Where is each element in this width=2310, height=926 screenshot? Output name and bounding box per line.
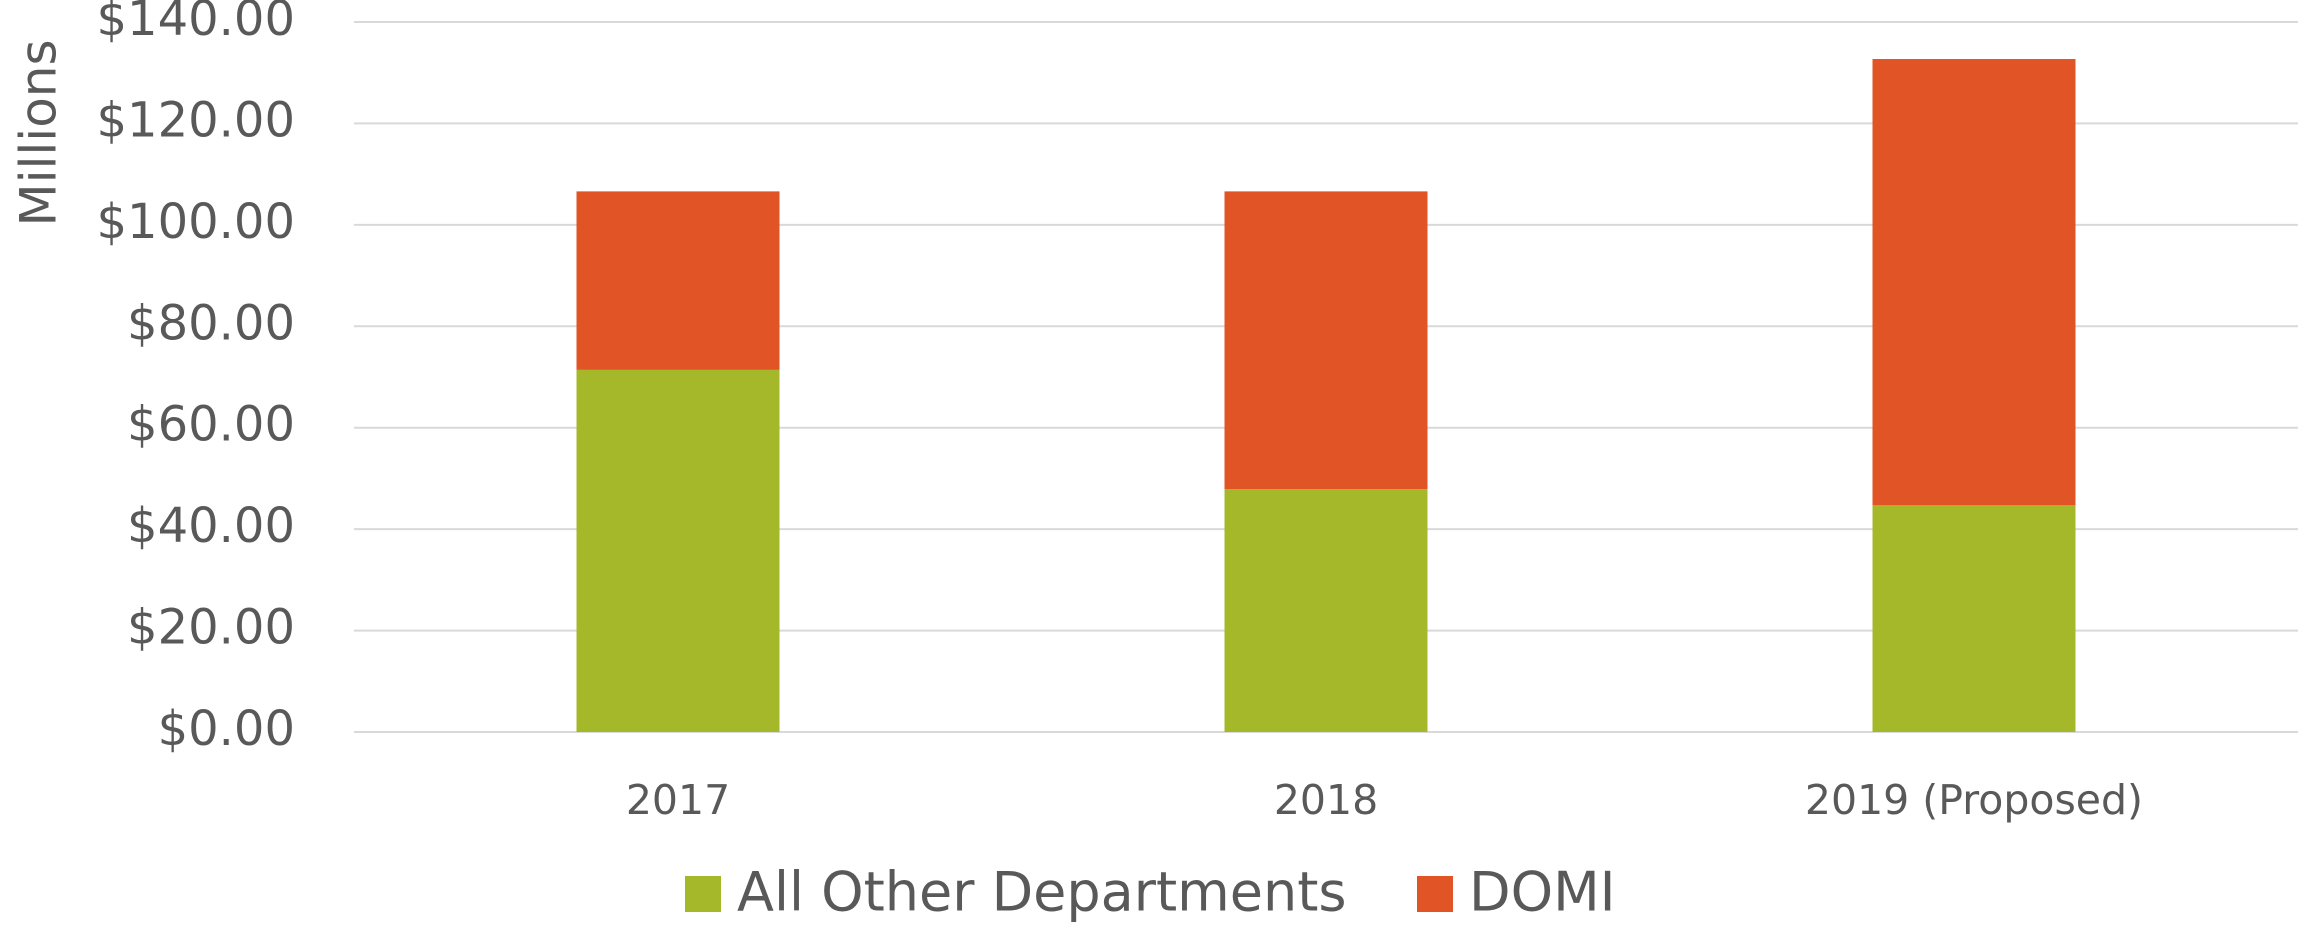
bar-segment	[576, 369, 780, 732]
legend-label: DOMI	[1469, 861, 1616, 924]
y-tick-label: $140.00	[97, 0, 296, 47]
y-tick-label: $60.00	[127, 397, 295, 453]
y-tick-label: $40.00	[127, 498, 295, 554]
legend-swatch	[1417, 876, 1453, 912]
x-tick-label: 2017	[626, 776, 730, 824]
bar-segment	[576, 191, 780, 370]
y-tick-label: $80.00	[127, 295, 295, 351]
legend-swatch	[685, 876, 721, 912]
x-tick-label: 2018	[1274, 776, 1378, 824]
y-tick-label: $20.00	[127, 600, 295, 656]
y-tick-label: $0.00	[158, 701, 295, 757]
bar-segment	[1224, 191, 1428, 490]
x-tick-label: 2019 (Proposed)	[1805, 776, 2143, 824]
legend-label: All Other Departments	[737, 861, 1347, 924]
y-tick-label: $100.00	[97, 194, 296, 250]
y-tick-label: $120.00	[97, 92, 296, 148]
bar-segment	[1224, 489, 1428, 732]
bar-segment	[1872, 505, 2076, 732]
bar-segment	[1872, 59, 2076, 506]
y-axis-label: Millions	[10, 39, 68, 226]
